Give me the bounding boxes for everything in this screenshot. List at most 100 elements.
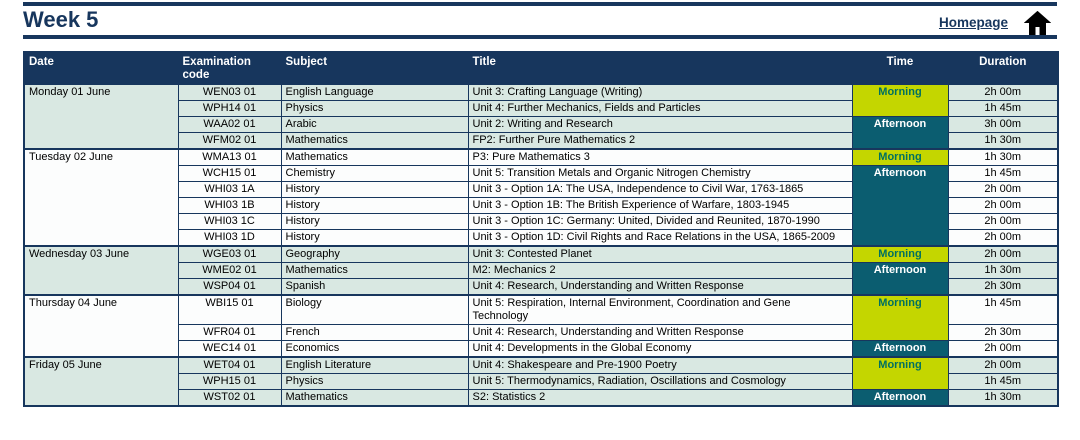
title-cell: FP2: Further Pure Mathematics 2 bbox=[467, 132, 853, 150]
table-row: WCH15 01 Chemistry Unit 5: Transition Meta… bbox=[24, 165, 1059, 247]
subject-cell: Physics bbox=[280, 100, 469, 117]
duration-cell: 3h 00m bbox=[947, 116, 1059, 133]
examination-code-cell: WME02 01 bbox=[177, 262, 282, 279]
examination-code-cell: WSP04 01 bbox=[177, 278, 282, 296]
duration-cell: 2h 00m bbox=[947, 245, 1059, 263]
time-cell: Afternoon bbox=[851, 165, 949, 247]
title-cell: Unit 3 - Option 1B: The British Experien… bbox=[467, 197, 853, 214]
examination-code-cell: WHI03 1D bbox=[177, 229, 282, 247]
subject-cell: Mathematics bbox=[280, 148, 469, 166]
duration-cell: 1h 45m bbox=[947, 294, 1059, 325]
duration-cell: 1h 30m bbox=[947, 389, 1059, 407]
title-cell: Unit 4: Developments in the Global Econo… bbox=[467, 340, 853, 358]
date-cell: Friday 05 June bbox=[23, 356, 179, 407]
examination-code-cell: WGE03 01 bbox=[177, 245, 282, 263]
subject-cell: Economics bbox=[280, 340, 469, 358]
date-cell: Tuesday 02 June bbox=[23, 148, 179, 247]
time-cell: Afternoon bbox=[851, 340, 949, 358]
time-cell: Morning bbox=[851, 83, 949, 117]
examination-code-cell: WPH15 01 bbox=[177, 373, 282, 390]
duration-cell: 2h 00m bbox=[947, 356, 1059, 374]
title-cell: P3: Pure Mathematics 3 bbox=[467, 148, 853, 166]
duration-cell: 1h 30m bbox=[947, 132, 1059, 150]
table-row: WEC14 01 Economics Unit 4: Developments in… bbox=[24, 340, 1059, 358]
table-row: Monday 01 June WEN03 01 English Language Un… bbox=[23, 83, 1059, 150]
date-cell: Monday 01 June bbox=[23, 83, 179, 150]
subject-cell: Mathematics bbox=[280, 132, 469, 150]
duration-cell: 1h 45m bbox=[947, 373, 1059, 390]
subject-cell: History bbox=[280, 197, 469, 214]
home-icon[interactable] bbox=[1023, 10, 1052, 40]
examination-code-cell: WFM02 01 bbox=[177, 132, 282, 150]
exam-timetable: Date Examination code Subject Title Time… bbox=[23, 51, 1059, 407]
bottom-rule bbox=[23, 35, 1057, 39]
column-header-duration: Duration bbox=[947, 51, 1059, 85]
duration-cell: 1h 30m bbox=[947, 262, 1059, 279]
column-header-date: Date bbox=[23, 51, 179, 85]
title-cell: Unit 5: Thermodynamics, Radiation, Oscil… bbox=[467, 373, 853, 390]
column-header-time: Time bbox=[851, 51, 949, 85]
table-row: WST02 01 Mathematics S2: Statistics 2 After… bbox=[24, 389, 1059, 407]
examination-code-cell: WMA13 01 bbox=[177, 148, 282, 166]
duration-cell: 2h 00m bbox=[947, 213, 1059, 230]
title-cell: M2: Mechanics 2 bbox=[467, 262, 853, 279]
duration-cell: 2h 00m bbox=[947, 83, 1059, 101]
examination-code-cell: WPH14 01 bbox=[177, 100, 282, 117]
table-row: WHI03 1C History Unit 3 - Option 1C: Germa… bbox=[24, 213, 1059, 230]
subject-cell: Mathematics bbox=[280, 262, 469, 279]
table-row: Wednesday 03 June WGE03 01 Geography Unit 3… bbox=[23, 245, 1059, 296]
subject-cell: English Literature bbox=[280, 356, 469, 374]
table-row: Tuesday 02 June WMA13 01 Mathematics P3: Pu… bbox=[23, 148, 1059, 247]
time-cell: Morning bbox=[851, 356, 949, 390]
examination-code-cell: WHI03 1B bbox=[177, 197, 282, 214]
table-body: Monday 01 June WEN03 01 English Language Un… bbox=[23, 83, 1059, 407]
table-row: WHI03 1B History Unit 3 - Option 1B: The B… bbox=[24, 197, 1059, 214]
time-cell: Morning bbox=[851, 245, 949, 263]
duration-cell: 2h 00m bbox=[947, 229, 1059, 247]
title-cell: Unit 2: Writing and Research bbox=[467, 116, 853, 133]
table-row: WFR04 01 French Unit 4: Research, Understa… bbox=[24, 324, 1059, 341]
title-cell: Unit 3 - Option 1C: Germany: United, Div… bbox=[467, 213, 853, 230]
title-cell: Unit 5: Respiration, Internal Environmen… bbox=[467, 294, 853, 325]
subject-cell: Biology bbox=[280, 294, 469, 325]
subject-cell: Arabic bbox=[280, 116, 469, 133]
subject-cell: History bbox=[280, 181, 469, 198]
duration-cell: 2h 30m bbox=[947, 278, 1059, 296]
time-cell: Afternoon bbox=[851, 262, 949, 296]
title-cell: Unit 4: Research, Understanding and Writ… bbox=[467, 278, 853, 296]
duration-cell: 1h 45m bbox=[947, 165, 1059, 182]
time-cell: Morning bbox=[851, 294, 949, 341]
table-row: Thursday 04 June WBI15 01 Biology Unit 5: R… bbox=[23, 294, 1059, 358]
column-header-subject: Subject bbox=[280, 51, 469, 85]
examination-code-cell: WCH15 01 bbox=[177, 165, 282, 182]
subject-cell: History bbox=[280, 229, 469, 247]
examination-code-cell: WST02 01 bbox=[177, 389, 282, 407]
title-cell: Unit 5: Transition Metals and Organic Ni… bbox=[467, 165, 853, 182]
page-title: Week 5 bbox=[23, 7, 99, 32]
subject-cell: Geography bbox=[280, 245, 469, 263]
examination-code-cell: WEC14 01 bbox=[177, 340, 282, 358]
column-header-title: Title bbox=[467, 51, 853, 85]
date-cell: Wednesday 03 June bbox=[23, 245, 179, 296]
table-row: WHI03 1A History Unit 3 - Option 1A: The U… bbox=[24, 181, 1059, 198]
subject-cell: Spanish bbox=[280, 278, 469, 296]
examination-code-cell: WHI03 1A bbox=[177, 181, 282, 198]
top-bar: Week 5 Homepage bbox=[23, 2, 1057, 39]
duration-cell: 2h 00m bbox=[947, 181, 1059, 198]
subject-cell: French bbox=[280, 324, 469, 341]
table-row: Friday 05 June WET04 01 English Literature… bbox=[23, 356, 1059, 407]
title-cell: Unit 4: Further Mechanics, Fields and Pa… bbox=[467, 100, 853, 117]
duration-cell: 2h 30m bbox=[947, 324, 1059, 341]
examination-code-cell: WET04 01 bbox=[177, 356, 282, 374]
subject-cell: Mathematics bbox=[280, 389, 469, 407]
examination-code-cell: WFR04 01 bbox=[177, 324, 282, 341]
table-row: WPH14 01 Physics Unit 4: Further Mechanics… bbox=[24, 100, 1059, 117]
top-rule bbox=[23, 2, 1057, 6]
subject-cell: History bbox=[280, 213, 469, 230]
title-cell: Unit 3 - Option 1A: The USA, Independenc… bbox=[467, 181, 853, 198]
title-cell: Unit 3 - Option 1D: Civil Rights and Rac… bbox=[467, 229, 853, 247]
duration-cell: 1h 30m bbox=[947, 148, 1059, 166]
homepage-link[interactable]: Homepage bbox=[938, 14, 1008, 30]
subject-cell: English Language bbox=[280, 83, 469, 101]
